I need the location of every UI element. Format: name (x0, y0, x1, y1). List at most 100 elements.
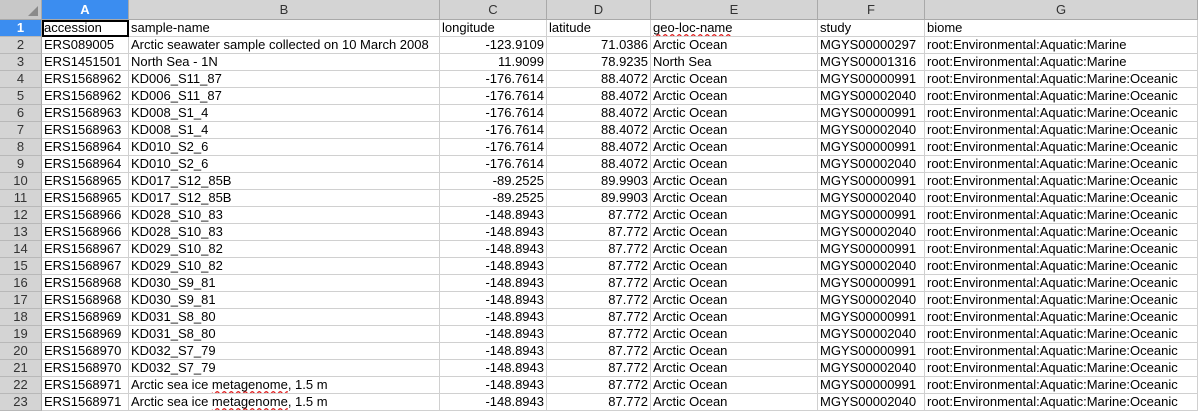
table-cell[interactable]: root:Environmental:Aquatic:Marine:Oceani… (925, 360, 1198, 377)
table-cell[interactable]: ERS1568968 (42, 275, 129, 292)
table-cell[interactable]: -176.7614 (440, 122, 547, 139)
table-cell[interactable]: 87.772 (547, 360, 651, 377)
table-cell[interactable]: root:Environmental:Aquatic:Marine:Oceani… (925, 292, 1198, 309)
row-header[interactable]: 14 (0, 241, 42, 258)
table-cell[interactable]: Arctic Ocean (651, 343, 818, 360)
table-cell[interactable]: Arctic Ocean (651, 156, 818, 173)
table-cell[interactable]: Arctic Ocean (651, 190, 818, 207)
table-cell[interactable]: -176.7614 (440, 156, 547, 173)
table-cell[interactable]: ERS1568970 (42, 343, 129, 360)
table-cell[interactable]: 87.772 (547, 326, 651, 343)
table-cell[interactable]: KD030_S9_81 (129, 292, 440, 309)
table-cell[interactable]: Arctic Ocean (651, 326, 818, 343)
table-cell[interactable]: 87.772 (547, 275, 651, 292)
table-cell[interactable]: Arctic Ocean (651, 394, 818, 411)
table-cell[interactable]: root:Environmental:Aquatic:Marine:Oceani… (925, 207, 1198, 224)
table-cell[interactable]: 88.4072 (547, 156, 651, 173)
table-cell[interactable]: KD029_S10_82 (129, 241, 440, 258)
table-cell[interactable]: ERS1568966 (42, 207, 129, 224)
table-cell[interactable]: -148.8943 (440, 343, 547, 360)
table-cell[interactable]: ERS1451501 (42, 54, 129, 71)
row-header[interactable]: 11 (0, 190, 42, 207)
table-cell[interactable]: root:Environmental:Aquatic:Marine:Oceani… (925, 71, 1198, 88)
table-cell[interactable]: ERS1568965 (42, 173, 129, 190)
column-header-d[interactable]: D (547, 0, 651, 20)
row-header[interactable]: 23 (0, 394, 42, 411)
table-cell[interactable]: ERS1568964 (42, 156, 129, 173)
row-header[interactable]: 21 (0, 360, 42, 377)
table-cell[interactable]: KD029_S10_82 (129, 258, 440, 275)
table-cell[interactable]: Arctic Ocean (651, 258, 818, 275)
select-all-corner[interactable] (0, 0, 42, 20)
table-cell[interactable]: MGYS00000991 (818, 309, 925, 326)
row-header[interactable]: 13 (0, 224, 42, 241)
table-cell[interactable]: Arctic Ocean (651, 309, 818, 326)
table-cell[interactable]: 88.4072 (547, 105, 651, 122)
table-cell[interactable]: root:Environmental:Aquatic:Marine:Oceani… (925, 326, 1198, 343)
table-cell[interactable]: root:Environmental:Aquatic:Marine (925, 37, 1198, 54)
table-cell[interactable]: MGYS00000991 (818, 139, 925, 156)
table-cell[interactable]: root:Environmental:Aquatic:Marine:Oceani… (925, 105, 1198, 122)
table-cell[interactable]: ERS1568966 (42, 224, 129, 241)
table-cell[interactable]: MGYS00000297 (818, 37, 925, 54)
table-cell[interactable]: Arctic Ocean (651, 224, 818, 241)
table-cell[interactable]: MGYS00000991 (818, 173, 925, 190)
row-header[interactable]: 20 (0, 343, 42, 360)
table-cell[interactable]: root:Environmental:Aquatic:Marine:Oceani… (925, 377, 1198, 394)
table-cell[interactable]: MGYS00000991 (818, 241, 925, 258)
table-cell[interactable]: -148.8943 (440, 207, 547, 224)
table-cell[interactable]: MGYS00000991 (818, 207, 925, 224)
table-cell[interactable]: 87.772 (547, 394, 651, 411)
table-cell[interactable]: -148.8943 (440, 377, 547, 394)
table-cell[interactable]: -148.8943 (440, 275, 547, 292)
table-cell[interactable]: 88.4072 (547, 139, 651, 156)
table-cell[interactable]: ERS1568964 (42, 139, 129, 156)
column-header-c[interactable]: C (440, 0, 547, 20)
header-cell[interactable]: latitude (547, 20, 651, 37)
table-cell[interactable]: -176.7614 (440, 139, 547, 156)
row-header[interactable]: 22 (0, 377, 42, 394)
table-cell[interactable]: root:Environmental:Aquatic:Marine:Oceani… (925, 241, 1198, 258)
table-cell[interactable]: Arctic Ocean (651, 71, 818, 88)
table-cell[interactable]: -123.9109 (440, 37, 547, 54)
table-cell[interactable]: KD028_S10_83 (129, 207, 440, 224)
table-cell[interactable]: -148.8943 (440, 258, 547, 275)
table-cell[interactable]: root:Environmental:Aquatic:Marine:Oceani… (925, 139, 1198, 156)
table-cell[interactable]: MGYS00002040 (818, 190, 925, 207)
table-cell[interactable]: KD028_S10_83 (129, 224, 440, 241)
table-cell[interactable]: ERS1568969 (42, 309, 129, 326)
table-cell[interactable]: Arctic sea ice metagenome, 1.5 m (129, 377, 440, 394)
table-cell[interactable]: 87.772 (547, 241, 651, 258)
table-cell[interactable]: North Sea - 1N (129, 54, 440, 71)
table-cell[interactable]: ERS1568967 (42, 258, 129, 275)
table-cell[interactable]: 87.772 (547, 224, 651, 241)
row-header[interactable]: 10 (0, 173, 42, 190)
table-cell[interactable]: -89.2525 (440, 173, 547, 190)
table-cell[interactable]: root:Environmental:Aquatic:Marine:Oceani… (925, 156, 1198, 173)
table-cell[interactable]: -176.7614 (440, 88, 547, 105)
table-cell[interactable]: Arctic Ocean (651, 292, 818, 309)
header-cell[interactable]: biome (925, 20, 1198, 37)
table-cell[interactable]: 88.4072 (547, 122, 651, 139)
table-cell[interactable]: MGYS00000991 (818, 377, 925, 394)
table-cell[interactable]: ERS1568963 (42, 105, 129, 122)
row-header[interactable]: 15 (0, 258, 42, 275)
table-cell[interactable]: 89.9903 (547, 173, 651, 190)
row-header[interactable]: 6 (0, 105, 42, 122)
table-cell[interactable]: ERS1568967 (42, 241, 129, 258)
header-cell[interactable]: study (818, 20, 925, 37)
table-cell[interactable]: MGYS00002040 (818, 122, 925, 139)
table-cell[interactable]: root:Environmental:Aquatic:Marine:Oceani… (925, 394, 1198, 411)
table-cell[interactable]: 89.9903 (547, 190, 651, 207)
row-header[interactable]: 2 (0, 37, 42, 54)
table-cell[interactable]: 11.9099 (440, 54, 547, 71)
table-cell[interactable]: ERS1568971 (42, 394, 129, 411)
table-cell[interactable]: -148.8943 (440, 292, 547, 309)
table-cell[interactable]: ERS1568969 (42, 326, 129, 343)
table-cell[interactable]: -148.8943 (440, 326, 547, 343)
table-cell[interactable]: root:Environmental:Aquatic:Marine:Oceani… (925, 190, 1198, 207)
table-cell[interactable]: 87.772 (547, 258, 651, 275)
table-cell[interactable]: MGYS00002040 (818, 156, 925, 173)
table-cell[interactable]: 87.772 (547, 377, 651, 394)
table-cell[interactable]: root:Environmental:Aquatic:Marine:Oceani… (925, 173, 1198, 190)
